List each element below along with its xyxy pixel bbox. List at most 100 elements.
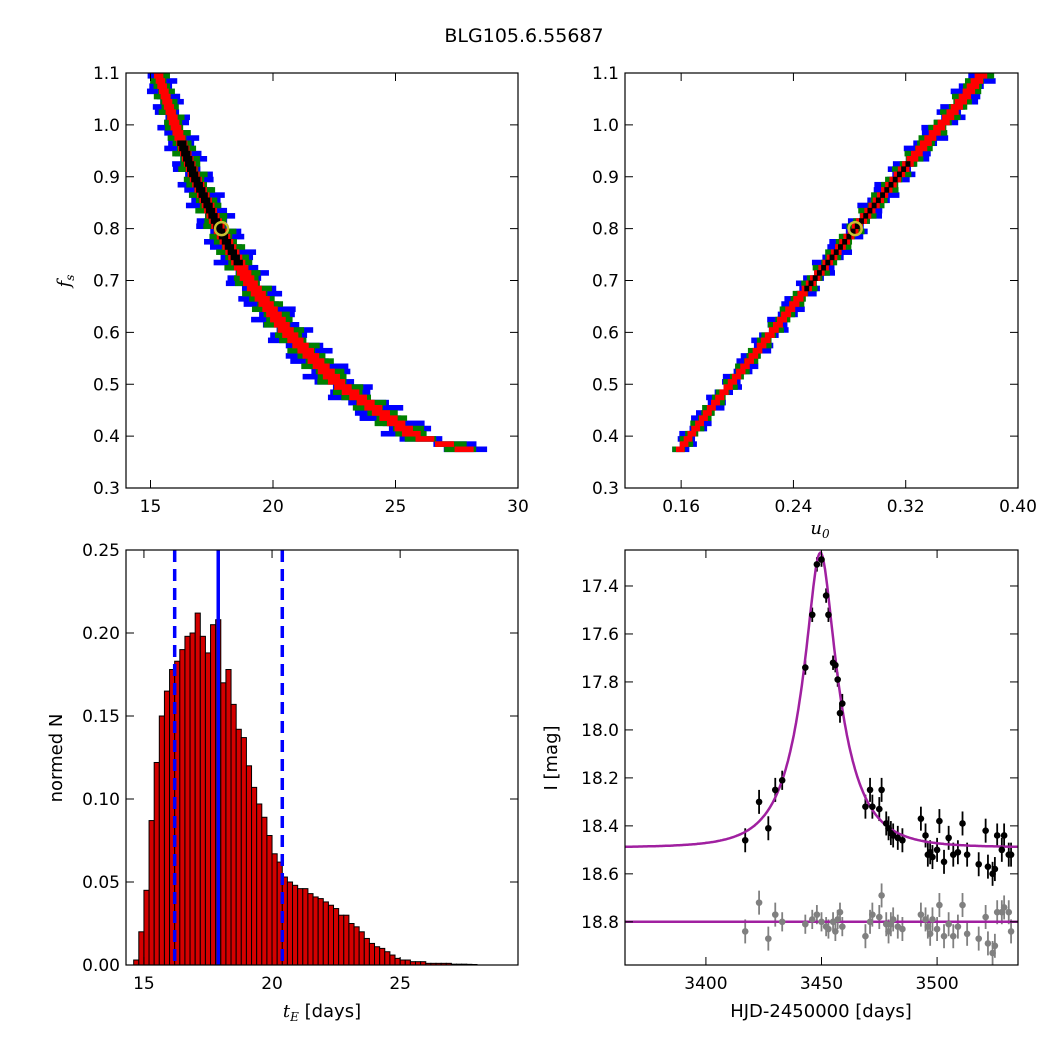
- credible-region-1sigma: [168, 119, 180, 126]
- data-point: [933, 846, 941, 854]
- credible-region-1sigma: [364, 405, 383, 411]
- u0-fs-ytick-label: 0.6: [592, 323, 619, 343]
- credible-region-1sigma: [731, 373, 742, 380]
- credible-region-core: [187, 166, 197, 172]
- credible-region-1sigma: [302, 353, 320, 359]
- credible-region-1sigma: [246, 285, 262, 292]
- tE-fs-heatmap: [146, 73, 488, 453]
- residual-point: [933, 925, 941, 933]
- u0-fs-ytick-label: 0.4: [592, 427, 619, 447]
- histogram-bar: [338, 914, 345, 966]
- data-point: [832, 661, 839, 669]
- credible-region-1sigma: [277, 327, 294, 333]
- residual-point: [882, 920, 890, 928]
- credible-region-1sigma: [266, 311, 282, 318]
- credible-region-1sigma: [386, 420, 406, 427]
- credible-region-core: [863, 213, 869, 219]
- credible-region-1sigma: [710, 399, 721, 406]
- figure-title: BLG105.6.55687: [444, 25, 603, 47]
- tE-histogram-ytick-label: 0.05: [82, 873, 120, 893]
- credible-region-1sigma: [356, 399, 375, 406]
- credible-region-1sigma: [719, 389, 729, 396]
- data-point: [765, 824, 772, 832]
- residual-point: [1000, 904, 1008, 911]
- histogram-bar: [384, 951, 391, 966]
- credible-region-1sigma: [322, 373, 341, 380]
- credible-region-1sigma: [933, 124, 946, 131]
- histogram-bar: [379, 947, 386, 966]
- credible-region-1sigma: [744, 358, 754, 364]
- residual-point: [949, 932, 957, 940]
- credible-region-1sigma: [312, 363, 330, 370]
- residual-point: [922, 916, 929, 923]
- tE-fs-ytick-label: 0.8: [93, 220, 120, 240]
- credible-region-core: [183, 156, 193, 162]
- light-curve-panel: 3400 3450 3500 17.4 17.6 17.8 18.0 18.2 18.4 18.6…: [541, 549, 1019, 1022]
- credible-region-1sigma: [258, 301, 274, 307]
- credible-region-core: [875, 197, 881, 204]
- data-point: [878, 786, 885, 794]
- credible-region-1sigma: [675, 446, 685, 453]
- residual-point: [802, 920, 809, 928]
- histogram-bar: [189, 632, 196, 966]
- data-point: [982, 827, 989, 834]
- credible-region-1sigma: [768, 327, 779, 333]
- credible-region-1sigma: [401, 430, 421, 437]
- credible-region-1sigma: [919, 140, 932, 147]
- histogram-bar: [271, 853, 278, 966]
- data-point: [959, 820, 966, 827]
- histogram-bar: [143, 889, 150, 966]
- credible-region-3sigma: [223, 249, 257, 255]
- u0-fs-xlabel: u0: [810, 518, 830, 541]
- credible-region-1sigma: [292, 342, 309, 349]
- credible-region-core: [846, 233, 852, 240]
- credible-region-1sigma: [297, 347, 314, 354]
- credible-region-core: [842, 239, 848, 245]
- credible-region-1sigma: [157, 83, 167, 89]
- credible-region-1sigma: [756, 342, 767, 349]
- tE-histogram-ytick-label: 0.20: [82, 624, 120, 644]
- histogram-bar: [245, 765, 253, 966]
- histogram-bar: [256, 803, 263, 966]
- histogram-bar: [199, 635, 206, 966]
- histogram-bar: [148, 820, 155, 966]
- data-point: [813, 561, 821, 568]
- credible-region-1sigma: [793, 296, 804, 302]
- tE-fs-axes: 15 20 25 30 0.3 0.4 0.5 0.6 0.7 0.8 0.9 1.0 1.1: [93, 64, 529, 517]
- credible-region-1sigma: [928, 130, 941, 136]
- residual-point: [778, 918, 786, 926]
- credible-region-1sigma: [946, 109, 959, 115]
- data-point: [755, 798, 763, 806]
- tE-fs-xtick-label: 15: [140, 497, 162, 517]
- credible-region-1sigma: [748, 353, 759, 359]
- credible-region-1sigma: [723, 384, 733, 390]
- credible-region-1sigma: [691, 425, 701, 432]
- p2-data-cells: [672, 73, 996, 453]
- light-curve-xtick-label: 3450: [800, 974, 843, 994]
- light-curve-ytick-label: 17.6: [581, 625, 619, 645]
- residual-point: [862, 932, 869, 940]
- credible-region-1sigma: [966, 83, 980, 89]
- credible-region-1sigma: [683, 436, 693, 442]
- credible-region-1sigma: [937, 119, 950, 126]
- histogram-bar: [184, 635, 191, 966]
- light-curve-ytick-label: 18.8: [581, 913, 619, 933]
- residual-point: [878, 892, 885, 899]
- histogram-bar: [317, 898, 324, 966]
- credible-region-1sigma: [740, 363, 750, 370]
- credible-region-1sigma: [781, 311, 792, 318]
- histogram-bar: [163, 690, 171, 966]
- data-point: [963, 851, 971, 858]
- tE-fs-xtick-label: 30: [507, 497, 529, 517]
- histogram-bar: [389, 954, 396, 966]
- residual-point: [940, 932, 948, 940]
- residual-point: [982, 913, 989, 921]
- credible-region-core: [221, 239, 232, 245]
- light-curve-ytick-label: 18.2: [581, 769, 619, 789]
- data-point: [802, 664, 809, 671]
- tE-histogram-xtick-label: 15: [133, 974, 155, 994]
- credible-region-1sigma: [160, 93, 171, 100]
- best-fit-marker: [213, 220, 230, 237]
- credible-region-core: [816, 270, 822, 276]
- credible-region-core: [233, 259, 243, 266]
